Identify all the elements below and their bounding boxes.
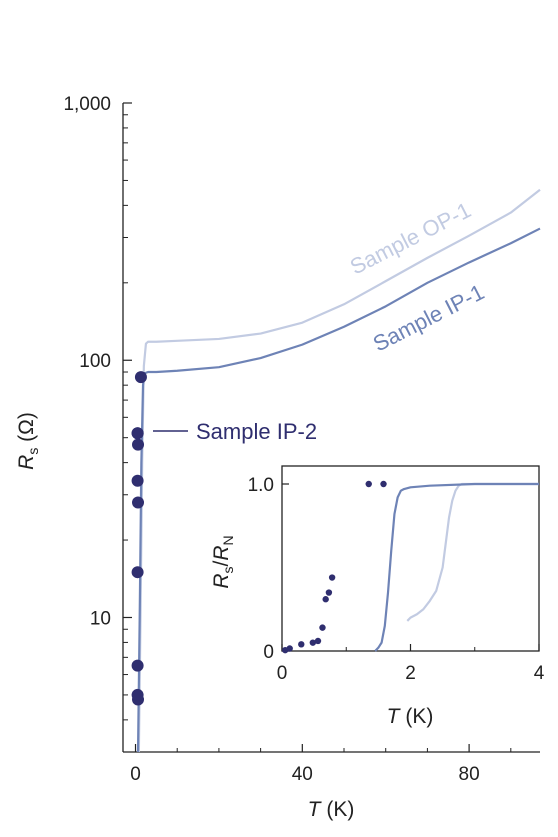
inset-point-sample-ip-2 bbox=[286, 645, 293, 652]
main-point-sample-ip-2 bbox=[131, 474, 144, 487]
main-point-sample-ip-2 bbox=[134, 371, 147, 384]
inset-y-tick-label: 0 bbox=[263, 642, 274, 663]
inset-points bbox=[282, 480, 387, 654]
inset-point-sample-ip-2 bbox=[380, 480, 387, 488]
main-y-tick-label: 10 bbox=[90, 608, 111, 629]
inset-point-sample-ip-2 bbox=[298, 641, 305, 648]
inset-point-sample-ip-2 bbox=[319, 624, 326, 631]
sample-ip1-label: Sample IP-1 bbox=[369, 279, 488, 356]
main-point-sample-ip-2 bbox=[131, 688, 144, 701]
inset-x-tick-label: 0 bbox=[277, 663, 288, 684]
inset-point-sample-ip-2 bbox=[309, 639, 317, 646]
inset-frame bbox=[281, 465, 540, 652]
main-points bbox=[131, 371, 147, 706]
inset-x-tick-label: 2 bbox=[405, 663, 416, 684]
main-point-sample-ip-2 bbox=[131, 659, 144, 672]
main-point-sample-ip-2 bbox=[131, 427, 144, 440]
main-x-tick-label: 0 bbox=[130, 764, 141, 785]
inset-x-tick-label: 4 bbox=[534, 663, 545, 684]
inset-point-sample-ip-2 bbox=[328, 574, 336, 581]
inset-point-sample-ip-2 bbox=[325, 589, 333, 596]
inset-chart: 0 2 4 0 1.0 T (K) Rs/RN bbox=[210, 465, 545, 728]
inset-series bbox=[374, 482, 539, 652]
sample-ip2-label: Sample IP-2 bbox=[196, 419, 317, 444]
inset-ticks: 0 2 4 0 1.0 bbox=[248, 475, 545, 684]
inset-point-sample-ip-2 bbox=[314, 637, 322, 645]
main-point-sample-ip-2 bbox=[132, 496, 145, 509]
main-x-axis-label: T (K) bbox=[308, 798, 355, 821]
inset-x-axis-label: T (K) bbox=[387, 705, 434, 728]
main-x-tick-label: 40 bbox=[292, 764, 313, 785]
main-x-tick-label: 80 bbox=[459, 764, 480, 785]
inset-line-sample-ip-1 bbox=[374, 482, 539, 652]
main-series bbox=[136, 188, 541, 753]
main-y-tick-label: 1,000 bbox=[63, 94, 111, 115]
main-ticks: 0 40 80 10 100 1,000 bbox=[63, 94, 512, 785]
inset-point-sample-ip-2 bbox=[322, 596, 329, 603]
main-y-tick-label: 100 bbox=[79, 351, 111, 372]
inset-point-sample-ip-2 bbox=[365, 480, 372, 488]
main-y-axis-label: Rs (Ω) bbox=[15, 412, 41, 470]
main-line-sample-ip-1 bbox=[136, 227, 541, 753]
main-point-sample-ip-2 bbox=[131, 566, 144, 579]
main-point-sample-ip-2 bbox=[132, 438, 145, 451]
inset-y-axis-label: Rs/RN bbox=[210, 535, 236, 588]
inset-y-tick-label: 1.0 bbox=[248, 475, 274, 496]
